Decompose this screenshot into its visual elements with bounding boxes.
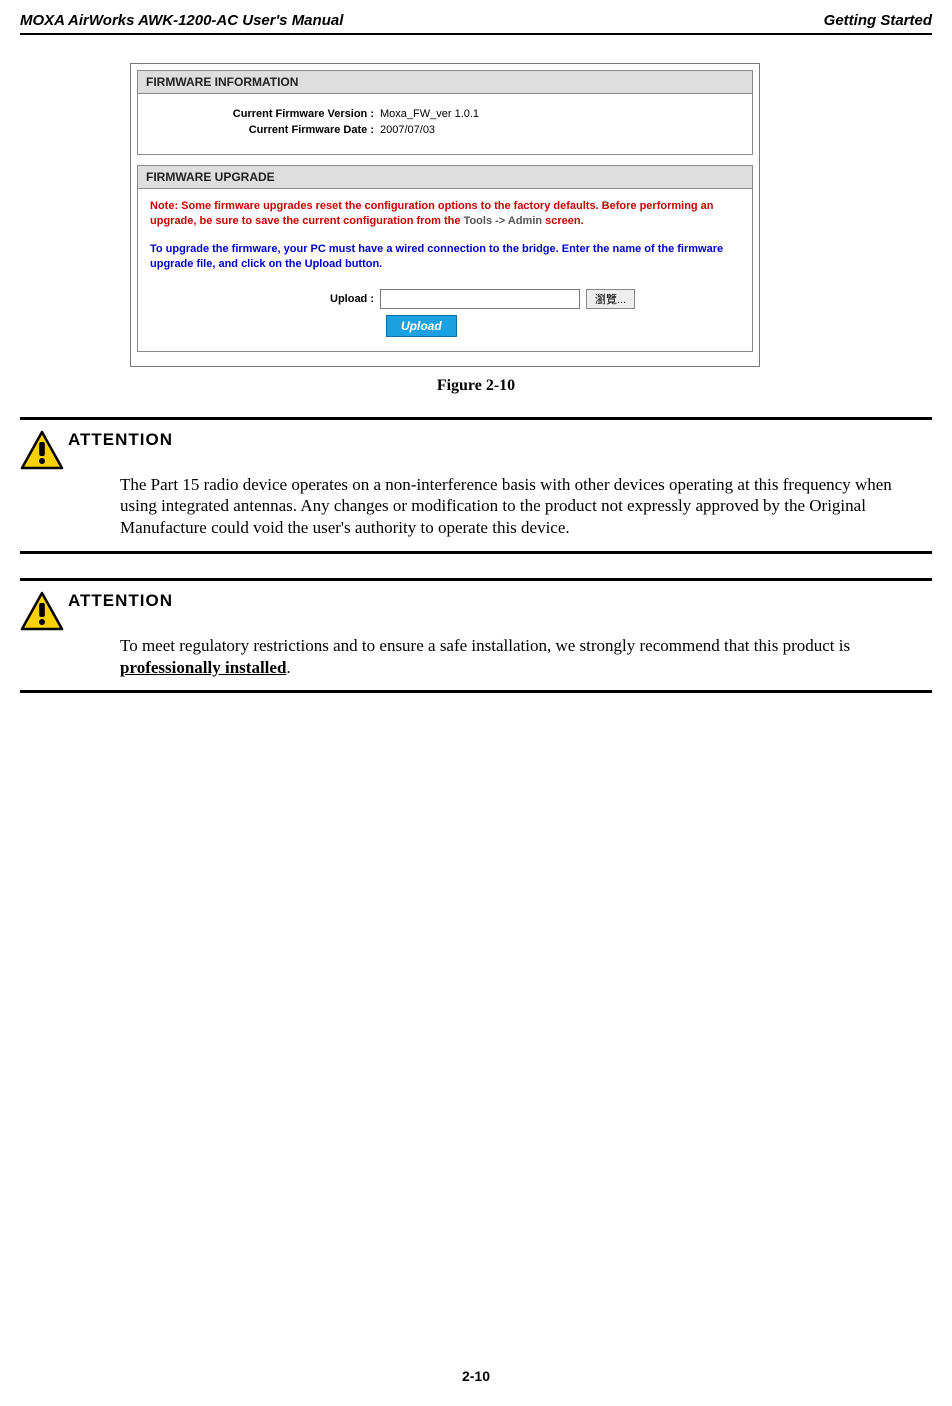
firmware-date-label: Current Firmware Date : (150, 124, 380, 136)
firmware-upgrade-note: Note: Some firmware upgrades reset the c… (150, 199, 740, 230)
firmware-upgrade-title: FIRMWARE UPGRADE (138, 166, 752, 189)
firmware-info-body: Current Firmware Version : Moxa_FW_ver 1… (138, 94, 752, 154)
upload-button-row: Upload (386, 315, 740, 337)
attention-block-2: ATTENTION To meet regulatory restriction… (20, 578, 932, 694)
firmware-date-value: 2007/07/03 (380, 124, 435, 136)
attention-title-2: ATTENTION (68, 591, 173, 611)
firmware-upgrade-panel: FIRMWARE UPGRADE Note: Some firmware upg… (137, 165, 753, 352)
attention-body-1: The Part 15 radio device operates on a n… (120, 474, 932, 539)
firmware-info-title: FIRMWARE INFORMATION (138, 71, 752, 94)
attention-block-1: ATTENTION The Part 15 radio device opera… (20, 417, 932, 554)
attention-title-1: ATTENTION (68, 430, 173, 450)
attention-head-1: ATTENTION (20, 430, 932, 470)
upload-label: Upload : (150, 293, 380, 305)
firmware-screenshot: FIRMWARE INFORMATION Current Firmware Ve… (130, 63, 760, 367)
figure-caption: Figure 2-10 (20, 377, 932, 395)
header-left: MOXA AirWorks AWK-1200-AC User's Manual (20, 12, 343, 29)
attention2-prefix: To meet regulatory restrictions and to e… (120, 636, 850, 655)
firmware-upgrade-body: Note: Some firmware upgrades reset the c… (138, 189, 752, 351)
firmware-information-panel: FIRMWARE INFORMATION Current Firmware Ve… (137, 70, 753, 155)
header-right: Getting Started (824, 12, 932, 29)
attention2-bold: professionally installed (120, 658, 286, 677)
upload-button[interactable]: Upload (386, 315, 457, 337)
document-page: MOXA AirWorks AWK-1200-AC User's Manual … (0, 0, 952, 1406)
firmware-version-label: Current Firmware Version : (150, 108, 380, 120)
upload-row: Upload : 瀏覽... (150, 289, 740, 309)
note-red-prefix: Note: Some firmware upgrades reset the c… (150, 200, 714, 227)
warning-icon (20, 430, 64, 470)
firmware-version-row: Current Firmware Version : Moxa_FW_ver 1… (150, 108, 740, 120)
browse-button[interactable]: 瀏覽... (586, 289, 635, 309)
firmware-upgrade-instruction: To upgrade the firmware, your PC must ha… (150, 242, 740, 273)
firmware-date-row: Current Firmware Date : 2007/07/03 (150, 124, 740, 136)
attention-head-2: ATTENTION (20, 591, 932, 631)
warning-icon (20, 591, 64, 631)
attention-body-2: To meet regulatory restrictions and to e… (120, 635, 932, 679)
firmware-version-value: Moxa_FW_ver 1.0.1 (380, 108, 479, 120)
upload-file-input[interactable] (380, 289, 580, 309)
page-number: 2-10 (0, 1368, 952, 1384)
note-grey-text: Tools -> Admin (464, 215, 543, 227)
note-red-suffix: screen. (542, 215, 584, 227)
attention2-suffix: . (286, 658, 290, 677)
page-header: MOXA AirWorks AWK-1200-AC User's Manual … (20, 10, 932, 35)
